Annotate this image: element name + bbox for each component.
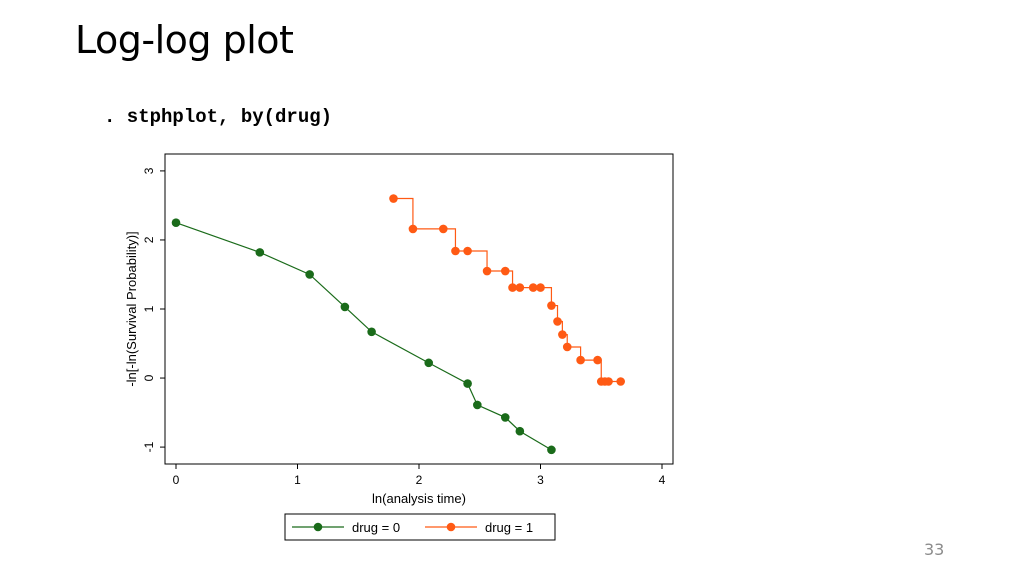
data-point bbox=[593, 355, 602, 365]
series-layer bbox=[171, 194, 625, 455]
data-point bbox=[528, 283, 538, 292]
data-point bbox=[367, 327, 376, 337]
data-point bbox=[482, 266, 492, 276]
stata-command: . stphplot, by(drug) bbox=[104, 106, 333, 128]
legend-item: drug = 1 bbox=[425, 520, 533, 535]
data-point bbox=[562, 342, 572, 352]
x-tick-label: 4 bbox=[659, 473, 666, 487]
data-point bbox=[500, 413, 510, 422]
data-point bbox=[463, 246, 472, 256]
data-point bbox=[604, 377, 613, 386]
y-tick-label: 3 bbox=[142, 167, 156, 174]
data-point bbox=[408, 224, 418, 234]
legend-marker bbox=[446, 522, 456, 532]
data-point bbox=[547, 445, 556, 455]
data-point bbox=[508, 283, 517, 292]
x-tick-label: 3 bbox=[537, 473, 544, 487]
y-tick-label: 1 bbox=[142, 305, 156, 312]
data-point bbox=[576, 355, 585, 365]
y-axis-label: -ln[-ln(Survival Probability)] bbox=[124, 231, 139, 386]
data-point bbox=[553, 317, 562, 326]
slide-title: Log-log plot bbox=[75, 18, 294, 62]
data-point bbox=[255, 248, 265, 257]
data-point bbox=[340, 302, 350, 312]
plot-frame bbox=[164, 153, 674, 465]
legend-marker bbox=[313, 522, 323, 532]
log-log-chart: 0 1 2 3 4 -1 0 1 2 3 ln(analysis time) -ln[-ln(Su… bbox=[124, 153, 674, 541]
x-tick-label: 1 bbox=[294, 473, 301, 487]
legend-label: drug = 1 bbox=[485, 520, 533, 535]
x-tick-label: 2 bbox=[416, 473, 423, 487]
chart-container: 0 1 2 3 4 -1 0 1 2 3 ln(analysis time) -ln[-ln(Su… bbox=[120, 142, 690, 547]
data-point bbox=[500, 266, 510, 276]
data-point bbox=[305, 270, 314, 279]
page-number: 33 bbox=[924, 540, 945, 559]
axes: 0 1 2 3 4 -1 0 1 2 3 bbox=[142, 167, 666, 487]
series-0 bbox=[171, 218, 556, 455]
legend-item: drug = 0 bbox=[292, 520, 400, 535]
data-point bbox=[171, 218, 181, 227]
data-point bbox=[558, 330, 567, 339]
data-point bbox=[616, 377, 625, 386]
data-point bbox=[547, 301, 556, 310]
legend-label: drug = 0 bbox=[352, 520, 400, 535]
data-point bbox=[439, 224, 448, 234]
y-tick-label: -1 bbox=[142, 441, 156, 452]
data-point bbox=[515, 426, 525, 436]
y-tick-label: 0 bbox=[142, 374, 156, 381]
data-point bbox=[536, 283, 545, 292]
data-point bbox=[451, 246, 460, 256]
x-axis-label: ln(analysis time) bbox=[372, 491, 466, 506]
x-tick-label: 0 bbox=[173, 473, 180, 487]
data-point bbox=[424, 358, 434, 368]
data-point bbox=[515, 283, 525, 292]
legend: drug = 0 drug = 1 bbox=[284, 513, 556, 541]
series-1 bbox=[389, 194, 625, 386]
data-point bbox=[473, 400, 482, 410]
data-point bbox=[389, 194, 398, 203]
y-tick-label: 2 bbox=[142, 236, 156, 243]
data-point bbox=[463, 379, 472, 388]
